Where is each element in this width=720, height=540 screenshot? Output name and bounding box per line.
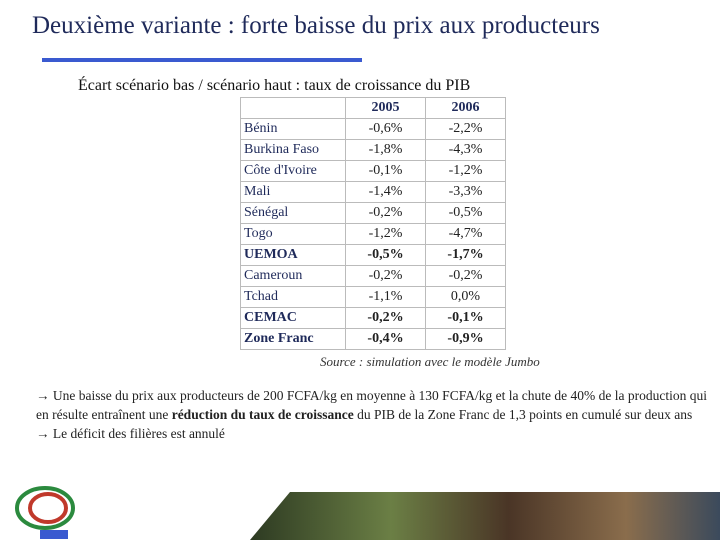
row-label: Bénin — [240, 118, 346, 140]
table-row: Bénin -0,6% -2,2% — [240, 118, 506, 140]
growth-table: 2005 2006 Bénin -0,6% -2,2% Burkina Faso -1,8%… — [240, 97, 506, 350]
row-label: Burkina Faso — [240, 139, 346, 161]
value-cell: -0,2% — [345, 265, 426, 287]
footer-decoration — [15, 486, 720, 540]
table-row: Tchad -1,1% 0,0% — [240, 286, 506, 308]
value-cell: -0,6% — [345, 118, 426, 140]
row-label: Côte d'Ivoire — [240, 160, 346, 182]
value-cell: -1,1% — [345, 286, 426, 308]
value-cell: -0,4% — [345, 328, 426, 350]
header-row: 2005 2006 — [240, 97, 506, 119]
title-underline — [42, 58, 362, 62]
table-row: UEMOA -0,5% -1,7% — [240, 244, 506, 266]
value-cell: -1,7% — [425, 244, 506, 266]
row-label: Mali — [240, 181, 346, 203]
value-cell: -1,2% — [425, 160, 506, 182]
bullet-text: → Le déficit des filières est annulé — [36, 426, 225, 441]
row-label: Zone Franc — [240, 328, 346, 350]
value-cell: -4,3% — [425, 139, 506, 161]
row-label: Tchad — [240, 286, 346, 308]
value-cell: -0,5% — [425, 202, 506, 224]
table-row: Cameroun -0,2% -0,2% — [240, 265, 506, 287]
bullet: → Une baisse du prix aux producteurs de … — [36, 386, 716, 424]
row-label: UEMOA — [240, 244, 346, 266]
row-label: CEMAC — [240, 307, 346, 329]
table-row: Sénégal -0,2% -0,5% — [240, 202, 506, 224]
bullet-text: réduction du taux de croissance — [171, 407, 354, 422]
bullet-list: → Une baisse du prix aux producteurs de … — [36, 386, 716, 443]
value-cell: -1,8% — [345, 139, 426, 161]
row-label: Cameroun — [240, 265, 346, 287]
value-cell: -0,1% — [425, 307, 506, 329]
value-cell: -4,7% — [425, 223, 506, 245]
photo-strip — [250, 492, 720, 540]
value-cell: -0,1% — [345, 160, 426, 182]
column-header: 2005 — [345, 97, 426, 119]
table-row: CEMAC -0,2% -0,1% — [240, 307, 506, 329]
corner-cell — [240, 97, 346, 119]
value-cell: 0,0% — [425, 286, 506, 308]
source-note: Source : simulation avec le modèle Jumbo — [320, 354, 540, 369]
value-cell: -1,2% — [345, 223, 426, 245]
value-cell: -2,2% — [425, 118, 506, 140]
row-label: Togo — [240, 223, 346, 245]
table-row: Zone Franc -0,4% -0,9% — [240, 328, 506, 350]
value-cell: -0,5% — [345, 244, 426, 266]
logo — [15, 486, 75, 539]
slide-title: Deuxième variante : forte baisse du prix… — [32, 12, 600, 39]
value-cell: -0,9% — [425, 328, 506, 350]
value-cell: -0,2% — [345, 202, 426, 224]
table-row: Côte d'Ivoire -0,1% -1,2% — [240, 160, 506, 182]
bullet: → Le déficit des filières est annulé — [36, 424, 716, 443]
bullet-text: du PIB de la Zone Franc de 1,3 points en… — [353, 407, 693, 422]
table-row: Togo -1,2% -4,7% — [240, 223, 506, 245]
table-row: Mali -1,4% -3,3% — [240, 181, 506, 203]
table-caption: Écart scénario bas / scénario haut : tau… — [78, 77, 471, 94]
value-cell: -3,3% — [425, 181, 506, 203]
column-header: 2006 — [425, 97, 506, 119]
bullet-text: → Une baisse du prix aux producteurs de … — [36, 388, 708, 422]
value-cell: -0,2% — [425, 265, 506, 287]
row-label: Sénégal — [240, 202, 346, 224]
value-cell: -0,2% — [345, 307, 426, 329]
value-cell: -1,4% — [345, 181, 426, 203]
table-row: Burkina Faso -1,8% -4,3% — [240, 139, 506, 161]
